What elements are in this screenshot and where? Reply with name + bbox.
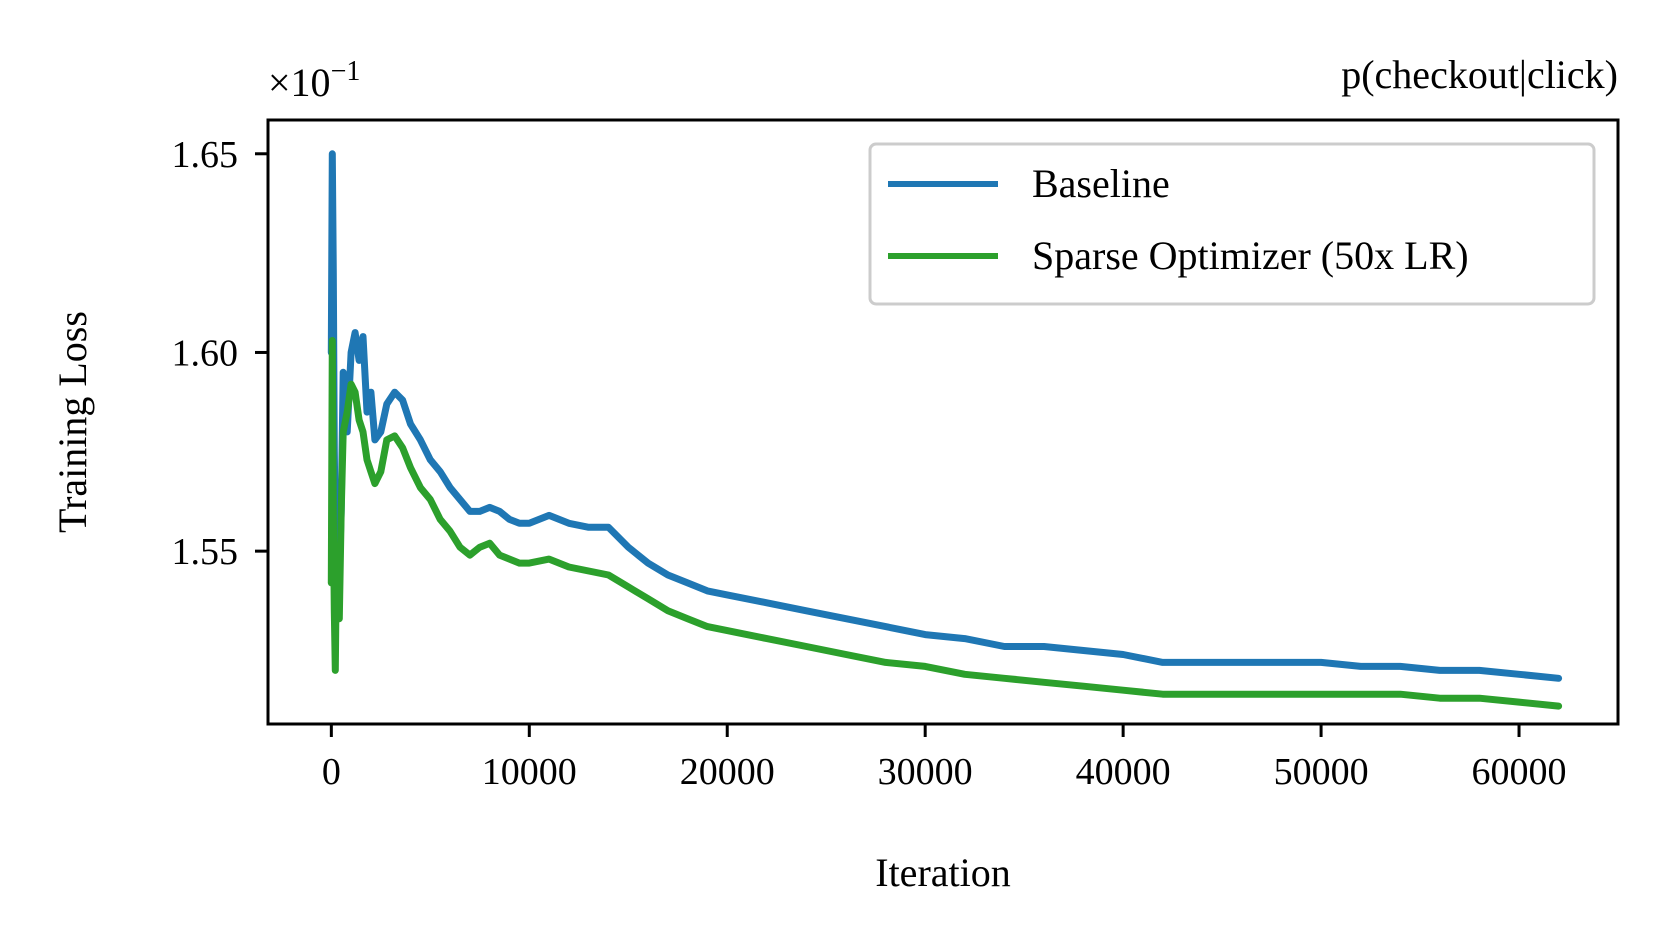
y-scale-exponent: −1 (331, 56, 361, 87)
legend-box (868, 142, 1596, 306)
x-tick-label: 0 (322, 751, 341, 793)
series-line-1 (327, 337, 1563, 710)
series-line-0 (327, 150, 1563, 682)
x-tick-label: 20000 (680, 751, 775, 793)
y-scale-factor: ×10−1 (268, 56, 360, 105)
axes-layer: 0 10000 20000 30000 40000 50000 60000 1.55 1.60 1… (172, 134, 1567, 793)
y-tick-label: 1.65 (172, 134, 239, 176)
legend-label-baseline: Baseline (1032, 161, 1170, 206)
y-tick-label: 1.60 (172, 332, 239, 374)
x-axis-label: Iteration (875, 850, 1011, 895)
x-tick-label: 60000 (1472, 751, 1567, 793)
series-layer (327, 150, 1563, 710)
y-tick-label: 1.55 (172, 531, 239, 573)
plot-frame (266, 118, 1620, 726)
x-tick-label: 40000 (1076, 751, 1171, 793)
x-tick-label: 10000 (482, 751, 577, 793)
x-tick-label: 50000 (1274, 751, 1369, 793)
y-scale-base: ×10 (268, 60, 331, 105)
legend: Baseline Sparse Optimizer (50x LR) (868, 142, 1596, 306)
x-tick-label: 30000 (878, 751, 973, 793)
chart-title: p(checkout|click) (1341, 52, 1618, 97)
y-axis-label: Training Loss (50, 311, 95, 533)
legend-label-sparse-optimizer: Sparse Optimizer (50x LR) (1032, 233, 1469, 278)
